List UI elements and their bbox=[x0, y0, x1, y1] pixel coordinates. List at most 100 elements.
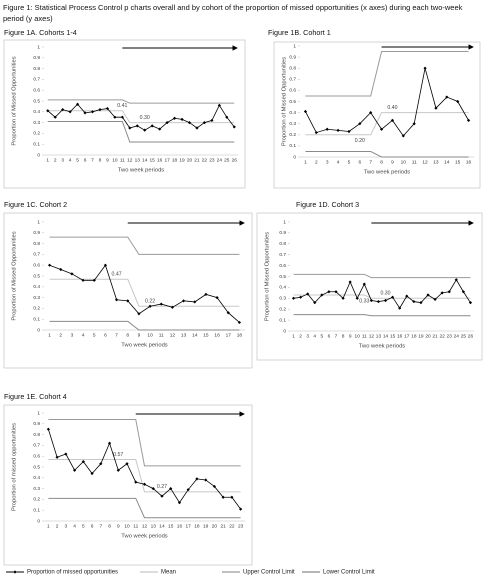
x-tick-label: 4 bbox=[69, 157, 72, 163]
x-tick-label: 7 bbox=[99, 523, 102, 529]
x-tick-label: 11 bbox=[120, 157, 125, 163]
x-tick-label: 2 bbox=[59, 332, 62, 338]
chart-title: Figure 1A. Cohorts 1-4 bbox=[4, 28, 77, 37]
data-point bbox=[61, 108, 65, 112]
y-tick-label: 0.3 bbox=[33, 486, 40, 492]
y-tick-label: 0.2 bbox=[289, 132, 296, 138]
data-point bbox=[303, 109, 308, 114]
data-point bbox=[325, 127, 329, 131]
data-point bbox=[426, 293, 430, 297]
x-tick-label: 6 bbox=[104, 332, 107, 338]
x-tick-label: 8 bbox=[342, 333, 345, 339]
x-tick-label: 17 bbox=[164, 157, 170, 163]
x-tick-label: 9 bbox=[138, 332, 141, 338]
data-point bbox=[347, 129, 351, 134]
x-tick-label: 10 bbox=[355, 333, 361, 339]
y-axis-label: Proportion of Missed Opportunities bbox=[12, 231, 18, 320]
data-point bbox=[177, 501, 182, 505]
x-tick-label: 18 bbox=[194, 523, 200, 529]
data-point bbox=[128, 126, 132, 130]
y-tick-label: 0.6 bbox=[33, 262, 40, 268]
proportion-line bbox=[47, 429, 241, 510]
data-point bbox=[336, 128, 340, 132]
data-point bbox=[306, 292, 310, 296]
x-tick-label: 5 bbox=[82, 523, 85, 529]
data-point bbox=[456, 99, 460, 104]
panel-frame bbox=[256, 212, 483, 361]
data-point bbox=[454, 278, 458, 282]
x-tick-label: 13 bbox=[376, 333, 382, 339]
chart-title: Figure 1B. Cohort 1 bbox=[268, 28, 331, 37]
data-point bbox=[159, 302, 163, 306]
y-tick-label: 0.2 bbox=[33, 131, 40, 137]
data-point bbox=[217, 103, 221, 107]
data-point bbox=[70, 272, 74, 276]
data-point bbox=[239, 507, 243, 511]
x-tick-label: 14 bbox=[383, 333, 389, 339]
y-tick-label: 0.5 bbox=[289, 99, 296, 105]
x-tick-label: 12 bbox=[369, 333, 375, 339]
data-point bbox=[202, 121, 207, 125]
data-point bbox=[390, 118, 395, 122]
chart-title: Figure 1D. Cohort 3 bbox=[296, 200, 359, 209]
x-axis-label: Two week periods bbox=[364, 170, 410, 176]
x-tick-label: 2 bbox=[54, 157, 57, 163]
data-point bbox=[126, 299, 130, 303]
data-point bbox=[423, 66, 427, 70]
limit-line bbox=[305, 51, 469, 97]
mean-annotation: 0.40 bbox=[387, 105, 397, 111]
data-point bbox=[320, 293, 324, 297]
data-point bbox=[232, 125, 236, 129]
x-tick-label: 7 bbox=[369, 159, 372, 165]
data-point bbox=[148, 304, 152, 308]
x-tick-label: 21 bbox=[432, 333, 438, 339]
x-tick-label: 21 bbox=[220, 523, 226, 529]
limit-line bbox=[293, 273, 471, 279]
y-tick-label: 0.4 bbox=[33, 109, 40, 115]
data-point bbox=[143, 128, 147, 132]
data-point bbox=[358, 122, 362, 126]
x-tick-label: 4 bbox=[82, 332, 85, 338]
data-point bbox=[107, 441, 112, 445]
data-point bbox=[419, 301, 423, 305]
data-point bbox=[327, 290, 331, 294]
mean-annotation: 0.20 bbox=[355, 138, 365, 144]
data-point bbox=[204, 478, 208, 482]
data-point bbox=[401, 134, 405, 138]
data-point bbox=[53, 115, 57, 119]
x-tick-label: 10 bbox=[401, 159, 407, 165]
y-tick-label: 0.9 bbox=[279, 230, 286, 236]
x-tick-label: 24 bbox=[217, 157, 223, 163]
data-point bbox=[445, 95, 449, 99]
data-point bbox=[193, 300, 197, 304]
x-tick-label: 15 bbox=[150, 157, 156, 163]
data-point bbox=[369, 298, 373, 303]
x-tick-label: 7 bbox=[335, 333, 338, 339]
data-point bbox=[181, 299, 186, 303]
limit-line bbox=[293, 314, 471, 317]
x-tick-label: 8 bbox=[380, 159, 383, 165]
y-tick-label: 0.9 bbox=[33, 230, 40, 236]
data-point bbox=[186, 488, 190, 492]
proportion-line bbox=[305, 68, 469, 137]
x-tick-label: 20 bbox=[425, 333, 431, 339]
data-point bbox=[64, 452, 68, 456]
y-tick-label: 0.8 bbox=[289, 65, 296, 71]
x-tick-label: 19 bbox=[179, 157, 185, 163]
legend-label: Mean bbox=[161, 570, 176, 576]
limit-line bbox=[49, 320, 240, 331]
data-point bbox=[334, 290, 338, 294]
y-axis-label: Proportion of Missed Opportunities bbox=[12, 56, 18, 145]
x-axis-label: Two week periods bbox=[121, 534, 167, 540]
mean-annotation: 0.47 bbox=[112, 272, 122, 278]
x-tick-label: 1 bbox=[304, 159, 307, 165]
mean-annotation: 0.30 bbox=[140, 115, 150, 121]
x-tick-label: 25 bbox=[461, 333, 467, 339]
data-point bbox=[405, 294, 409, 298]
panel-frame bbox=[3, 39, 246, 189]
data-point bbox=[172, 116, 177, 120]
data-point bbox=[125, 462, 129, 466]
x-tick-label: 13 bbox=[181, 332, 187, 338]
x-tick-label: 8 bbox=[108, 523, 111, 529]
